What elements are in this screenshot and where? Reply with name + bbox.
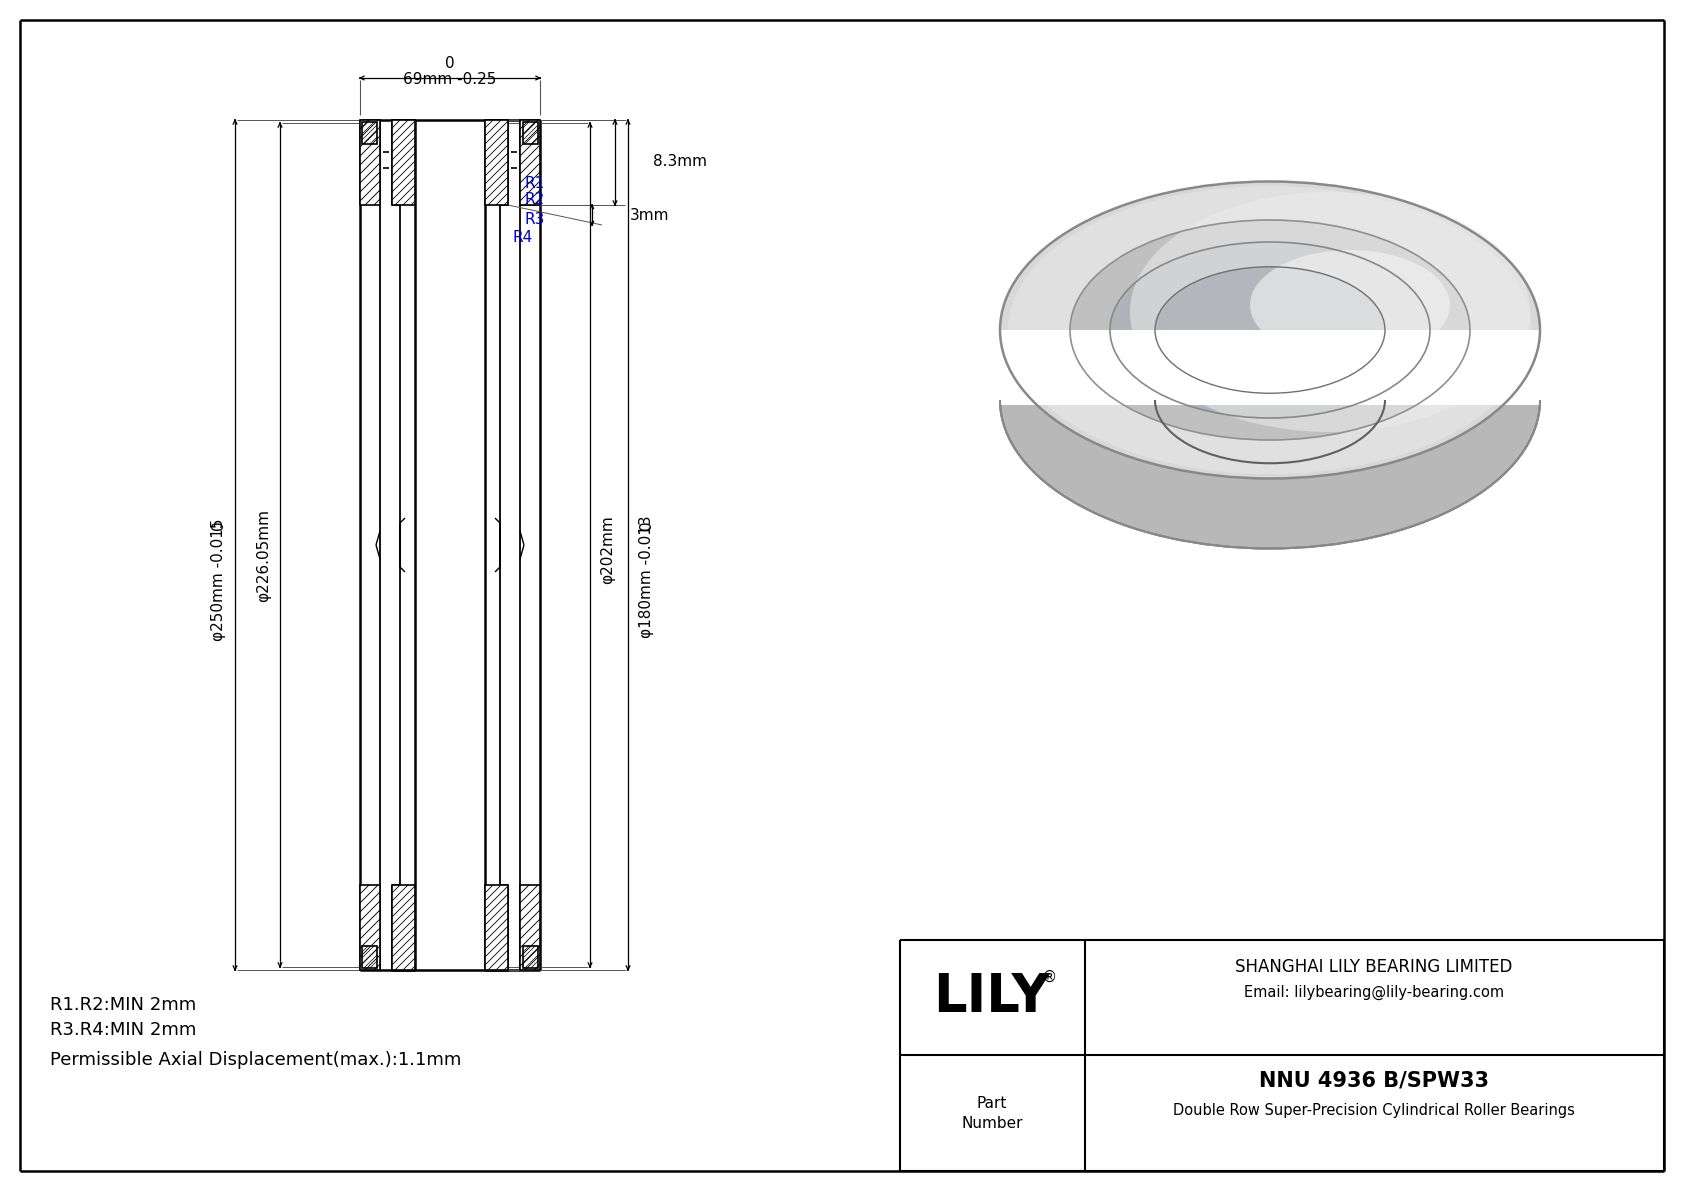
Ellipse shape	[1155, 337, 1384, 463]
Text: ®: ®	[1042, 969, 1058, 985]
Polygon shape	[362, 946, 377, 968]
Text: 0: 0	[445, 56, 455, 71]
Polygon shape	[392, 885, 414, 969]
Text: 0: 0	[212, 520, 227, 530]
Ellipse shape	[1069, 220, 1470, 439]
Ellipse shape	[1009, 186, 1532, 474]
Polygon shape	[524, 946, 537, 968]
Text: R1: R1	[524, 175, 544, 191]
Text: φ226.05mm: φ226.05mm	[256, 509, 271, 601]
Ellipse shape	[1250, 250, 1450, 360]
Polygon shape	[485, 885, 509, 969]
Polygon shape	[362, 121, 377, 144]
Bar	[995, 330, 1544, 405]
Polygon shape	[360, 120, 381, 205]
Polygon shape	[520, 885, 541, 969]
Text: Number: Number	[962, 1116, 1022, 1130]
Text: SHANGHAI LILY BEARING LIMITED: SHANGHAI LILY BEARING LIMITED	[1236, 958, 1512, 975]
Text: φ202mm: φ202mm	[601, 516, 615, 585]
Ellipse shape	[1155, 267, 1384, 393]
Text: 3mm: 3mm	[630, 207, 670, 223]
Text: 8.3mm: 8.3mm	[653, 155, 707, 169]
Text: Part: Part	[977, 1096, 1007, 1110]
Text: NNU 4936 B/SPW33: NNU 4936 B/SPW33	[1260, 1070, 1489, 1090]
Polygon shape	[524, 121, 537, 144]
Polygon shape	[520, 120, 541, 205]
Ellipse shape	[1130, 192, 1531, 432]
Text: Email: lilybearing@lily-bearing.com: Email: lilybearing@lily-bearing.com	[1244, 985, 1504, 1000]
Text: Permissible Axial Displacement(max.):1.1mm: Permissible Axial Displacement(max.):1.1…	[51, 1050, 461, 1070]
Polygon shape	[392, 120, 414, 205]
Text: R3: R3	[524, 212, 544, 226]
Text: φ180mm -0.013: φ180mm -0.013	[638, 516, 653, 638]
Ellipse shape	[1110, 242, 1430, 418]
Text: LILY: LILY	[933, 971, 1051, 1023]
Text: Double Row Super-Precision Cylindrical Roller Bearings: Double Row Super-Precision Cylindrical R…	[1174, 1103, 1575, 1117]
Text: 0: 0	[638, 520, 653, 530]
Ellipse shape	[1000, 181, 1539, 479]
Ellipse shape	[1000, 251, 1539, 549]
Text: 69mm -0.25: 69mm -0.25	[402, 71, 497, 87]
Text: φ250mm -0.015: φ250mm -0.015	[212, 519, 227, 641]
Polygon shape	[360, 885, 381, 969]
Text: R1.R2:MIN 2mm: R1.R2:MIN 2mm	[51, 996, 197, 1014]
Text: R3.R4:MIN 2mm: R3.R4:MIN 2mm	[51, 1021, 197, 1039]
Polygon shape	[485, 120, 509, 205]
Text: R4: R4	[512, 230, 532, 244]
Text: R2: R2	[524, 193, 544, 207]
